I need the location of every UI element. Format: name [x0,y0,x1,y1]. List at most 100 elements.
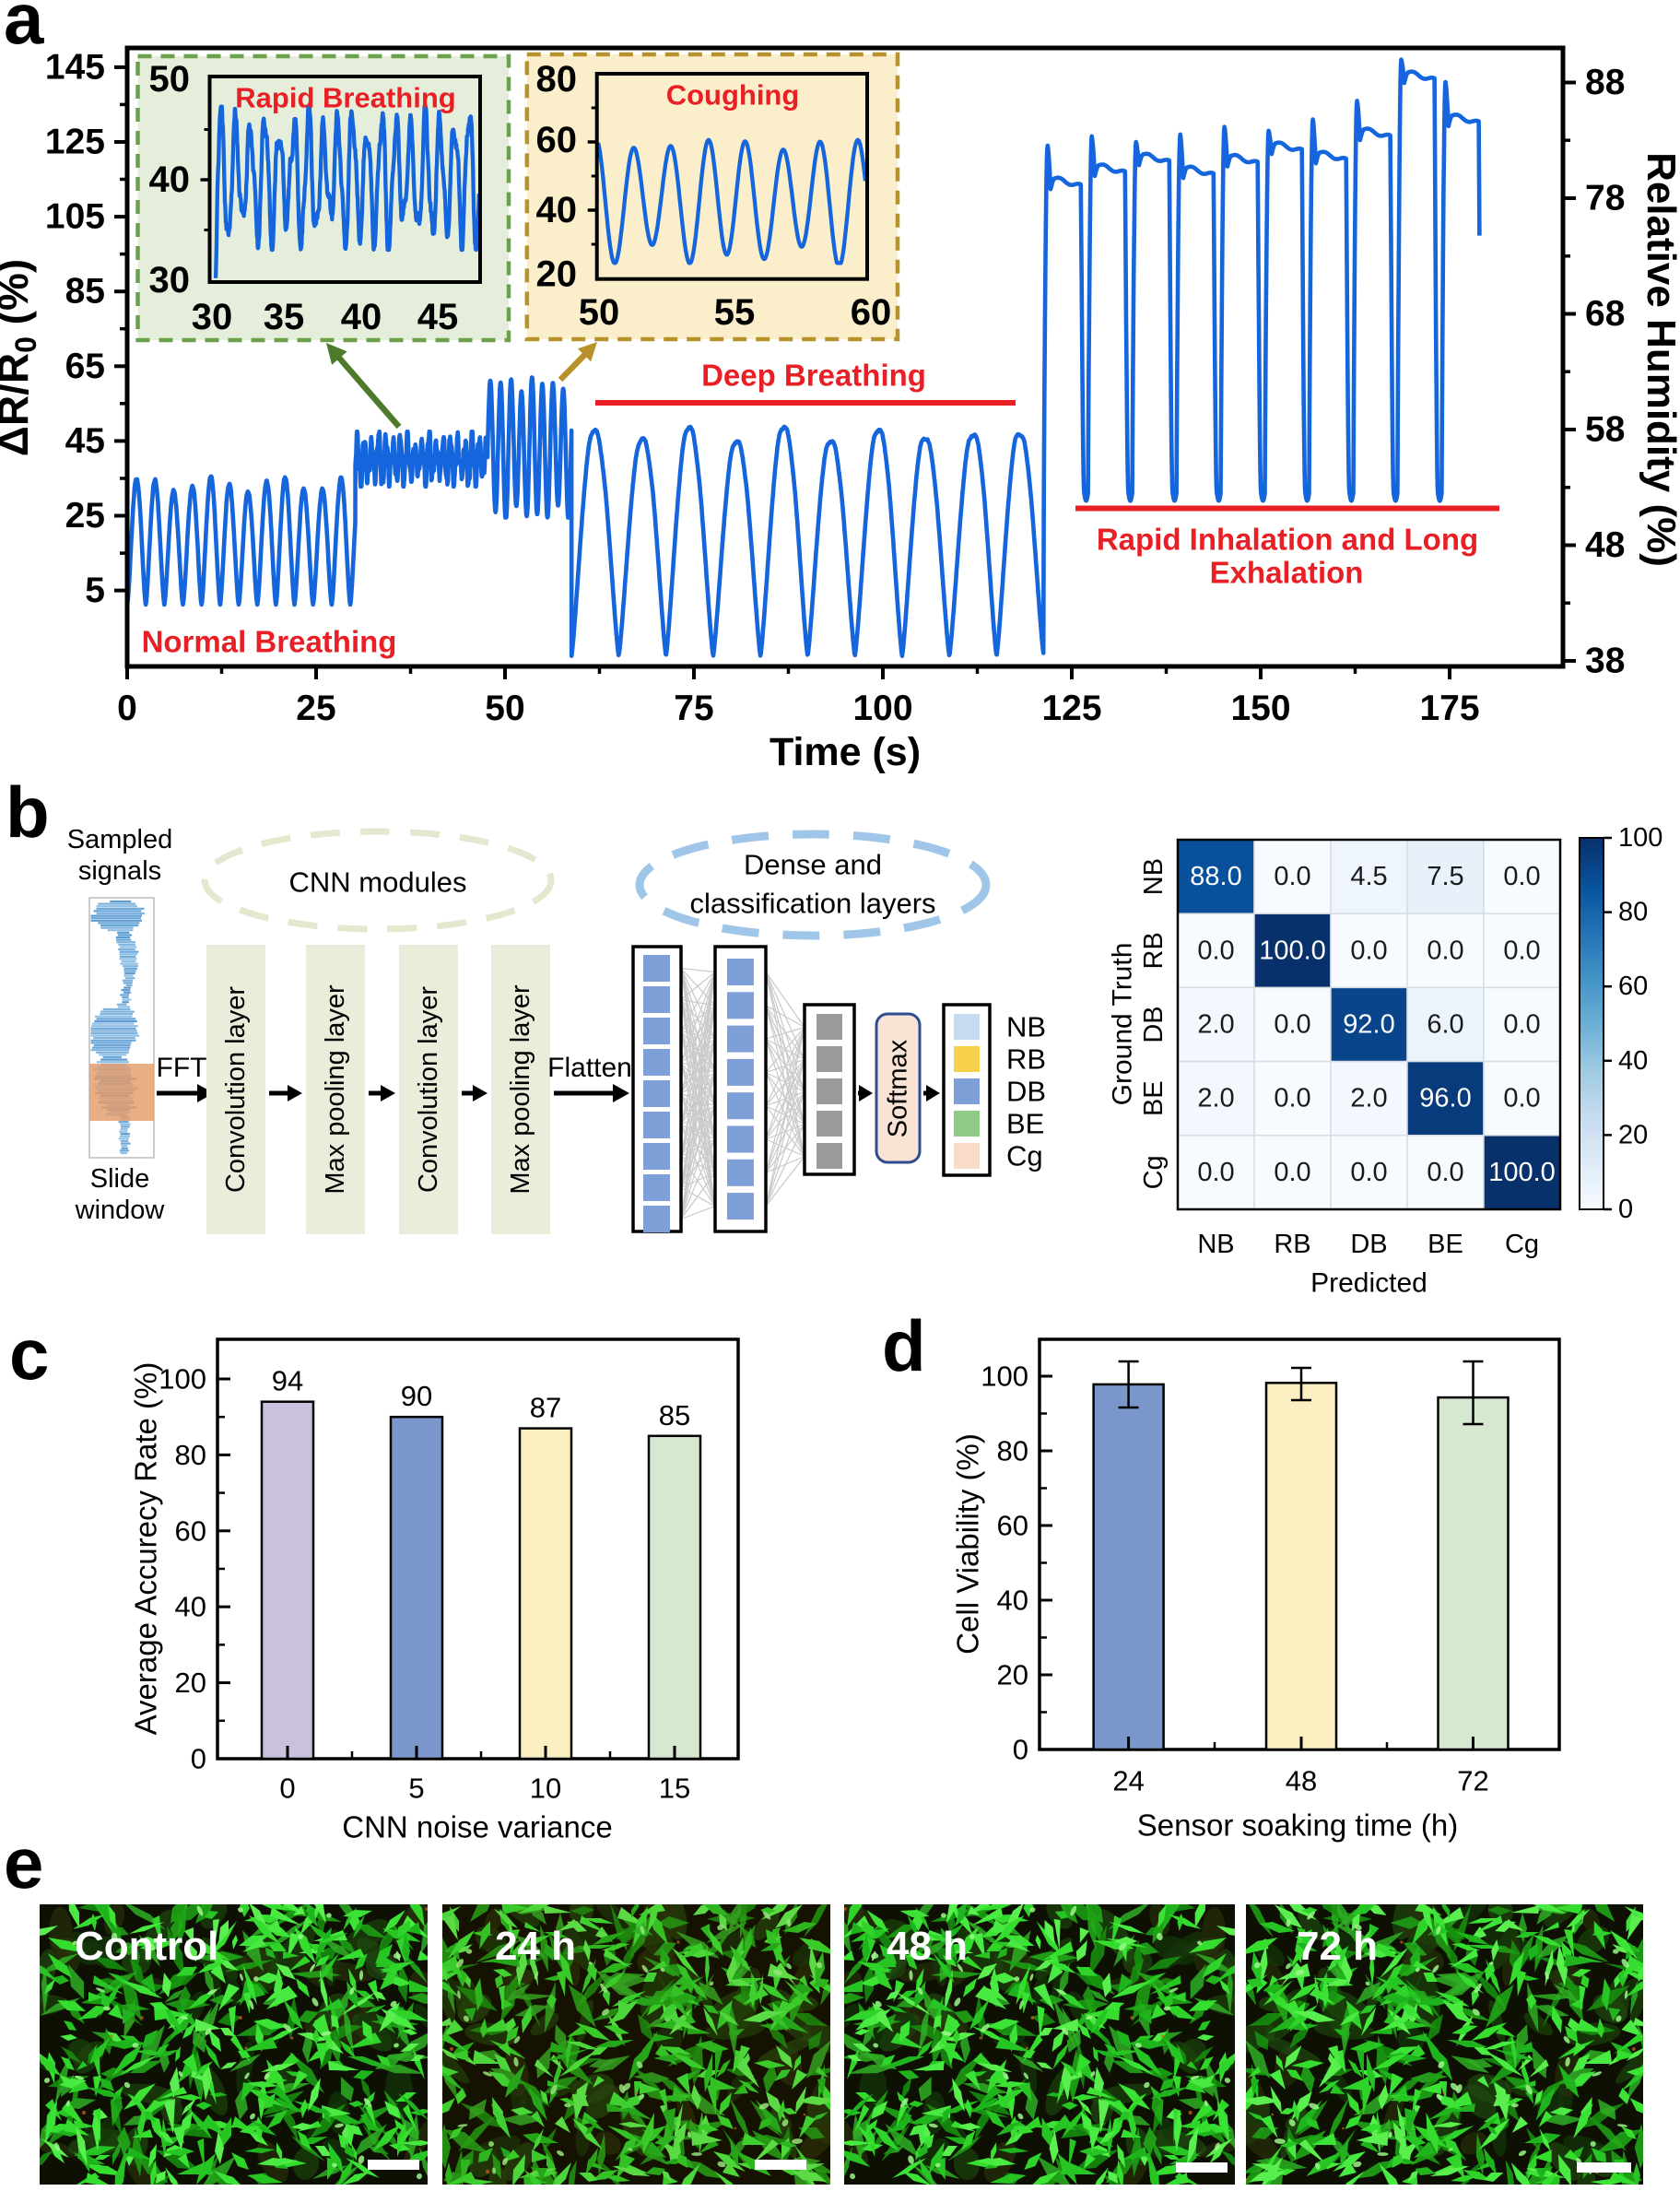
svg-text:Rapid Breathing: Rapid Breathing [235,82,455,114]
svg-text:Control: Control [75,1924,218,1969]
svg-text:78: 78 [1585,179,1625,218]
svg-text:BE: BE [1006,1108,1044,1140]
svg-text:0.0: 0.0 [1503,936,1540,965]
svg-text:0.0: 0.0 [1274,1158,1310,1187]
svg-text:94: 94 [272,1365,303,1397]
svg-text:92.0: 92.0 [1343,1010,1394,1040]
svg-text:55: 55 [714,292,756,333]
svg-text:e: e [4,1822,43,1903]
svg-text:DB: DB [1006,1076,1046,1108]
svg-text:0.0: 0.0 [1503,1084,1540,1113]
svg-text:40: 40 [1618,1046,1648,1076]
svg-text:90: 90 [401,1380,432,1412]
svg-text:60: 60 [1618,972,1648,1001]
svg-text:80: 80 [536,59,578,100]
svg-text:68: 68 [1585,294,1625,334]
svg-text:100.0: 100.0 [1259,936,1326,965]
svg-text:DB: DB [1350,1230,1387,1259]
svg-text:0.0: 0.0 [1274,1010,1310,1040]
svg-text:0.0: 0.0 [1274,862,1310,891]
svg-text:0.0: 0.0 [1197,1158,1234,1187]
svg-text:Average Accurecy Rate (%): Average Accurecy Rate (%) [129,1362,163,1736]
svg-text:Convolution layer: Convolution layer [221,986,251,1193]
svg-text:40: 40 [997,1584,1028,1617]
svg-text:BE: BE [1427,1230,1463,1259]
svg-text:25: 25 [296,689,335,728]
svg-text:50: 50 [149,59,191,100]
svg-text:RB: RB [1139,932,1169,969]
svg-text:Softmax: Softmax [884,1039,913,1137]
svg-text:15: 15 [659,1773,690,1805]
svg-text:CNN modules: CNN modules [289,866,467,899]
svg-text:40: 40 [149,159,191,200]
svg-text:0.0: 0.0 [1274,1084,1310,1113]
svg-text:DB: DB [1139,1006,1169,1042]
svg-text:30: 30 [149,260,191,300]
svg-text:75: 75 [674,689,713,728]
svg-text:175: 175 [1419,689,1479,728]
svg-text:150: 150 [1230,689,1290,728]
svg-text:2.0: 2.0 [1350,1084,1387,1113]
svg-text:Sensor soaking time (h): Sensor soaking time (h) [1137,1808,1458,1843]
svg-text:48: 48 [1286,1765,1317,1797]
svg-text:Normal Breathing: Normal Breathing [142,625,397,659]
svg-text:40: 40 [341,297,382,337]
svg-text:0: 0 [1618,1195,1633,1224]
svg-text:10: 10 [530,1773,561,1805]
svg-text:Convolution layer: Convolution layer [414,986,443,1193]
svg-text:125: 125 [45,123,105,162]
svg-text:Time (s): Time (s) [770,730,921,774]
svg-text:Ground Truth: Ground Truth [1108,943,1138,1106]
svg-text:Max pooling layer: Max pooling layer [321,984,350,1195]
svg-text:45: 45 [417,297,459,337]
svg-text:Dense and: Dense and [744,849,882,881]
svg-text:Max pooling layer: Max pooling layer [506,984,535,1195]
svg-text:65: 65 [65,347,105,386]
svg-text:Cg: Cg [1505,1230,1539,1259]
svg-text:145: 145 [45,47,105,87]
svg-text:window: window [75,1196,166,1225]
svg-text:5: 5 [85,571,105,610]
svg-text:100.0: 100.0 [1488,1158,1556,1187]
svg-text:FFT: FFT [157,1053,207,1083]
svg-text:0.0: 0.0 [1350,1158,1387,1187]
svg-text:0.0: 0.0 [1503,862,1540,891]
svg-text:Cg: Cg [1006,1140,1043,1172]
svg-text:NB: NB [1006,1011,1046,1043]
svg-text:60: 60 [536,120,578,160]
svg-text:0: 0 [279,1773,295,1805]
svg-text:85: 85 [659,1399,690,1431]
svg-text:Predicted: Predicted [1310,1268,1427,1299]
svg-text:Flatten: Flatten [547,1053,632,1083]
svg-text:100: 100 [159,1363,206,1396]
svg-text:Deep Breathing: Deep Breathing [701,359,926,393]
svg-text:72 h: 72 h [1297,1924,1378,1969]
svg-text:CNN noise variance: CNN noise variance [342,1810,612,1844]
svg-text:100: 100 [1618,823,1662,853]
svg-text:58: 58 [1585,410,1625,450]
svg-text:125: 125 [1041,689,1101,728]
svg-text:Coughing: Coughing [666,79,800,112]
svg-text:30: 30 [192,297,233,337]
svg-text:85: 85 [65,272,105,312]
svg-text:80: 80 [997,1435,1028,1467]
svg-text:0: 0 [191,1743,206,1775]
svg-text:0.0: 0.0 [1503,1010,1540,1040]
svg-text:Relative Humidity (%): Relative Humidity (%) [1639,152,1680,567]
svg-text:88.0: 88.0 [1190,862,1241,891]
svg-text:100: 100 [852,689,912,728]
svg-text:50: 50 [579,292,620,333]
svg-text:5: 5 [408,1773,424,1805]
svg-text:20: 20 [997,1659,1028,1691]
svg-text:NB: NB [1139,858,1169,895]
svg-text:20: 20 [175,1667,206,1699]
svg-text:40: 40 [536,190,578,230]
svg-text:38: 38 [1585,642,1625,681]
svg-text:classification layers: classification layers [689,888,935,920]
svg-text:d: d [882,1305,926,1386]
svg-text:Exhalation: Exhalation [1210,556,1364,590]
svg-text:a: a [4,0,44,59]
svg-text:7.5: 7.5 [1427,862,1463,891]
svg-text:Sampled: Sampled [67,825,172,854]
svg-text:0.0: 0.0 [1427,1158,1463,1187]
